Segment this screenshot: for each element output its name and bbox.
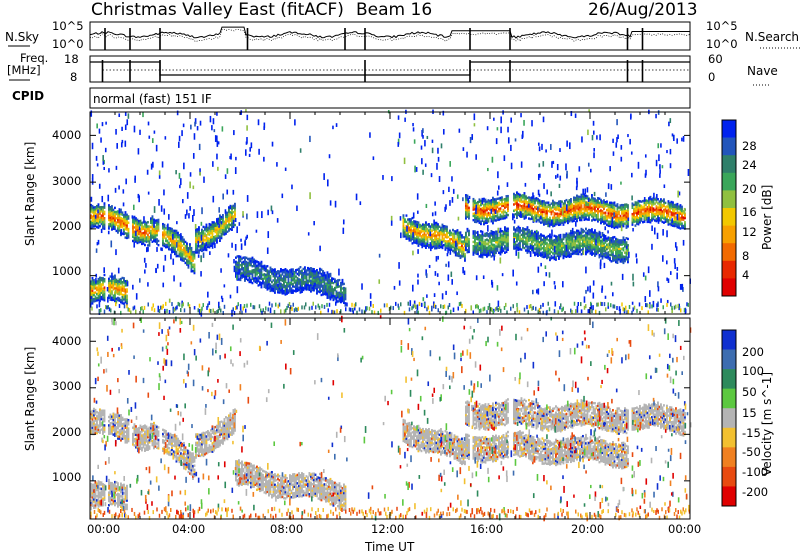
nave-label: Nave: [747, 64, 778, 78]
nave-tick-bottom: 0: [708, 70, 716, 84]
nsearch-tick-bottom: 10^0: [706, 37, 738, 51]
nsearch-label: N.Search: [745, 30, 800, 44]
velocity-ylabel: Slant Range [km]: [23, 346, 37, 451]
velocity-colorbar-segment: [722, 388, 736, 409]
velocity-colorbar-label: Velocity [m s^-1]: [760, 371, 774, 476]
velocity-cb-tick-neg15: -15: [742, 426, 761, 440]
xtick-2000: 20:00: [571, 522, 605, 536]
cpid-strip: [89, 87, 691, 109]
power-colorbar-segment: [722, 243, 736, 262]
power-ytick-3000: 3000: [52, 174, 82, 188]
velocity-ytick-1000: 1000: [52, 470, 82, 484]
power-cb-tick-4: 4: [742, 268, 750, 282]
freq-tick-top: 18: [64, 52, 79, 66]
velocity-cb-tick-15: 15: [742, 406, 757, 420]
station-title: Christmas Valley East (fitACF): [91, 0, 344, 20]
velocity-cb-tick-neg50: -50: [742, 445, 761, 459]
nsky-tick-top: 10^5: [52, 19, 84, 33]
velocity-colorbar-segment: [722, 466, 736, 487]
power-colorbar-segment: [722, 278, 736, 297]
power-colorbar-segment: [722, 120, 736, 138]
power-colorbar-segment: [722, 137, 736, 156]
velocity-ytick-3000: 3000: [52, 379, 82, 393]
velocity-cb-tick-50: 50: [742, 385, 757, 399]
power-colorbar: [721, 119, 737, 297]
nsky-strip: [8, 21, 800, 51]
velocity-panel: [89, 315, 692, 522]
power-colorbar-label: Power [dB]: [760, 184, 774, 250]
velocity-colorbar-segment: [722, 486, 736, 507]
xtick-1600: 16:00: [470, 522, 504, 536]
power-cb-tick-20: 20: [742, 182, 757, 196]
power-cb-tick-16: 16: [742, 205, 757, 219]
nsearch-tick-top: 10^5: [706, 19, 738, 33]
power-cb-tick-24: 24: [742, 158, 757, 172]
nave-tick-top: 60: [708, 52, 723, 66]
power-ytick-2000: 2000: [52, 219, 82, 233]
power-ytick-1000: 1000: [52, 264, 82, 278]
power-cb-tick-12: 12: [742, 225, 757, 239]
nsky-label: N.Sky: [5, 30, 40, 44]
velocity-ytick-4000: 4000: [52, 334, 82, 348]
power-colorbar-segment: [722, 208, 736, 226]
power-cb-tick-8: 8: [742, 249, 750, 263]
power-colorbar-segment: [722, 260, 736, 279]
velocity-cb-tick-neg200: -200: [742, 485, 769, 499]
velocity-colorbar-segment: [722, 408, 736, 429]
xtick-0000: 00:00: [87, 522, 121, 536]
velocity-colorbar-segment: [722, 330, 736, 350]
velocity-cb-tick-200: 200: [742, 345, 764, 359]
power-ylabel: Slant Range [km]: [23, 141, 37, 246]
xtick-1200: 12:00: [371, 522, 405, 536]
xaxis-label: Time UT: [365, 540, 415, 554]
cpid-value: normal (fast) 151 IF: [93, 92, 212, 106]
freq-unit: [MHz]: [7, 63, 41, 77]
velocity-colorbar: [721, 329, 737, 507]
power-colorbar-segment: [722, 172, 736, 191]
freq-label: Freq.: [20, 51, 49, 65]
date-label: 26/Aug/2013: [588, 0, 698, 20]
xtick-2400: 00:00: [668, 522, 702, 536]
velocity-colorbar-segment: [722, 369, 736, 389]
cpid-label: CPID: [12, 89, 45, 103]
power-colorbar-segment: [722, 190, 736, 209]
power-colorbar-segment: [722, 155, 736, 174]
velocity-colorbar-segment: [722, 349, 736, 370]
freq-tick-bottom: 8: [70, 70, 78, 84]
velocity-cb-tick-neg100: -100: [742, 465, 769, 479]
beam-label: Beam 16: [356, 0, 433, 20]
xtick-0800: 08:00: [270, 522, 304, 536]
freq-strip: [9, 55, 770, 86]
nsky-tick-bottom: 10^0: [52, 37, 84, 51]
velocity-colorbar-segment: [722, 447, 736, 468]
power-panel: [89, 109, 691, 317]
xtick-0400: 04:00: [172, 522, 206, 536]
power-colorbar-segment: [722, 225, 736, 244]
power-ytick-4000: 4000: [52, 128, 82, 142]
velocity-ytick-2000: 2000: [52, 425, 82, 439]
velocity-cb-tick-100: 100: [742, 364, 764, 378]
velocity-colorbar-segment: [722, 427, 736, 448]
power-cb-tick-28: 28: [742, 139, 757, 153]
